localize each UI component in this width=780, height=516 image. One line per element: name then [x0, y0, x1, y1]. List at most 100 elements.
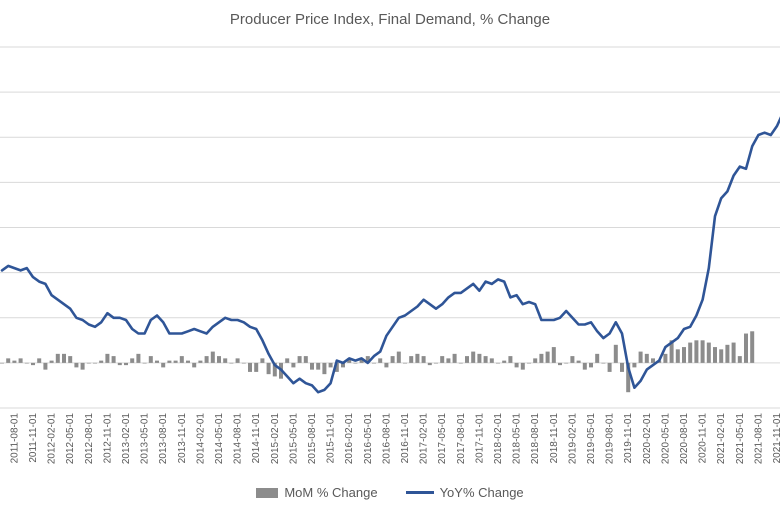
x-tick-label: 2013-11-01	[177, 413, 188, 464]
mom-bar	[570, 356, 575, 363]
mom-bar	[514, 362, 519, 368]
yoy-line	[0, 116, 780, 394]
mom-bar	[130, 358, 135, 363]
mom-bar	[204, 356, 209, 363]
mom-bar	[117, 362, 122, 366]
mom-bar	[384, 362, 389, 368]
mom-bar	[477, 353, 482, 363]
mom-bar	[558, 362, 562, 366]
mom-bar	[297, 356, 302, 363]
mom-bar	[465, 356, 469, 363]
mom-bar	[452, 353, 457, 363]
mom-bar	[272, 362, 277, 377]
mom-bar	[502, 360, 507, 363]
x-tick-label: 2013-08-01	[158, 413, 169, 465]
mom-bar	[390, 356, 395, 363]
x-tick-label: 2014-02-01	[195, 413, 206, 465]
mom-bar	[446, 358, 451, 363]
mom-bar	[415, 353, 420, 363]
x-tick-label: 2014-11-01	[251, 413, 262, 464]
mom-bar	[155, 360, 159, 363]
legend-item-yoy: YoY% Change	[405, 485, 524, 500]
x-tick-label: 2016-05-01	[363, 413, 374, 465]
mom-bar	[471, 351, 476, 363]
mom-bar	[254, 362, 259, 372]
mom-bar	[62, 353, 66, 363]
mom-bar	[483, 356, 488, 363]
x-tick-label: 2016-11-01	[400, 413, 411, 464]
mom-bar	[533, 358, 538, 363]
legend-label-mom: MoM % Change	[284, 485, 378, 500]
mom-bar	[682, 347, 686, 363]
mom-bar	[179, 356, 184, 363]
mom-bar	[744, 333, 748, 363]
mom-bar	[68, 356, 73, 363]
mom-bar	[18, 358, 23, 363]
mom-bar	[489, 358, 494, 363]
x-tick-label: 2011-08-01	[9, 413, 20, 464]
mom-bar	[508, 356, 513, 363]
x-tick-label: 2016-08-01	[381, 413, 392, 465]
mom-bar	[266, 362, 271, 375]
mom-bar	[651, 358, 655, 363]
mom-bar	[347, 358, 352, 363]
mom-bar	[669, 340, 674, 363]
mom-bar	[353, 362, 358, 364]
mom-bar	[142, 362, 147, 364]
mom-bar	[719, 349, 724, 363]
x-tick-label: 2019-02-01	[567, 413, 578, 465]
mom-bar	[434, 362, 438, 364]
chart-legend: MoM % Change YoY% Change	[0, 485, 780, 500]
x-tick-label: 2011-11-01	[28, 413, 39, 463]
chart-plot: 2011-08-01 2011-11-01 2012-02-01 2012-05-01…	[0, 46, 780, 465]
mom-bar	[365, 356, 370, 363]
mom-bar	[186, 360, 190, 363]
mom-bar	[55, 353, 60, 363]
mom-bar	[607, 362, 612, 372]
x-tick-label: 2018-05-01	[512, 413, 523, 465]
x-tick-label: 2019-11-01	[623, 413, 634, 464]
mom-bar	[700, 340, 705, 363]
mom-bar	[0, 362, 4, 364]
mom-bar	[359, 358, 364, 363]
mom-bar	[210, 351, 215, 363]
mom-bar	[148, 356, 153, 363]
x-tick-label: 2014-05-01	[214, 413, 225, 465]
mom-bar	[124, 362, 128, 366]
x-tick-label: 2014-08-01	[233, 413, 244, 465]
x-tick-label: 2017-11-01	[474, 413, 485, 464]
x-tick-label: 2012-02-01	[47, 413, 58, 465]
x-tick-label: 2015-05-01	[288, 413, 299, 465]
mom-bar	[229, 362, 234, 364]
mom-bar	[750, 331, 755, 363]
mom-bar	[43, 362, 48, 370]
legend-item-mom: MoM % Change	[256, 485, 378, 500]
x-tick-label: 2021-05-01	[735, 413, 746, 465]
mom-bar	[241, 362, 246, 364]
x-tick-label: 2017-08-01	[456, 413, 467, 465]
x-tick-label: 2012-05-01	[65, 413, 76, 465]
mom-bar	[564, 362, 569, 364]
x-tick-label: 2019-08-01	[605, 413, 616, 465]
mom-bar	[334, 362, 339, 372]
mom-bar	[93, 362, 97, 364]
mom-bar	[99, 360, 104, 363]
mom-bar	[582, 362, 587, 370]
mom-bar	[601, 362, 606, 364]
mom-bar	[595, 353, 600, 363]
chart-title: Producer Price Index, Final Demand, % Ch…	[229, 11, 551, 28]
mom-bar	[310, 362, 314, 370]
mom-bar	[632, 362, 637, 368]
mom-bar	[136, 353, 141, 363]
x-tick-label: 2015-11-01	[326, 413, 337, 464]
x-tick-label: 2021-08-01	[753, 413, 764, 465]
x-tick-label: 2017-05-01	[437, 413, 448, 465]
mom-bar	[496, 362, 500, 364]
mom-bar	[440, 356, 445, 363]
mom-bar	[527, 362, 531, 364]
x-tick-label: 2016-02-01	[344, 413, 355, 465]
x-tick-label: 2021-02-01	[716, 413, 727, 465]
mom-bar	[706, 342, 711, 363]
mom-bar	[613, 344, 618, 363]
